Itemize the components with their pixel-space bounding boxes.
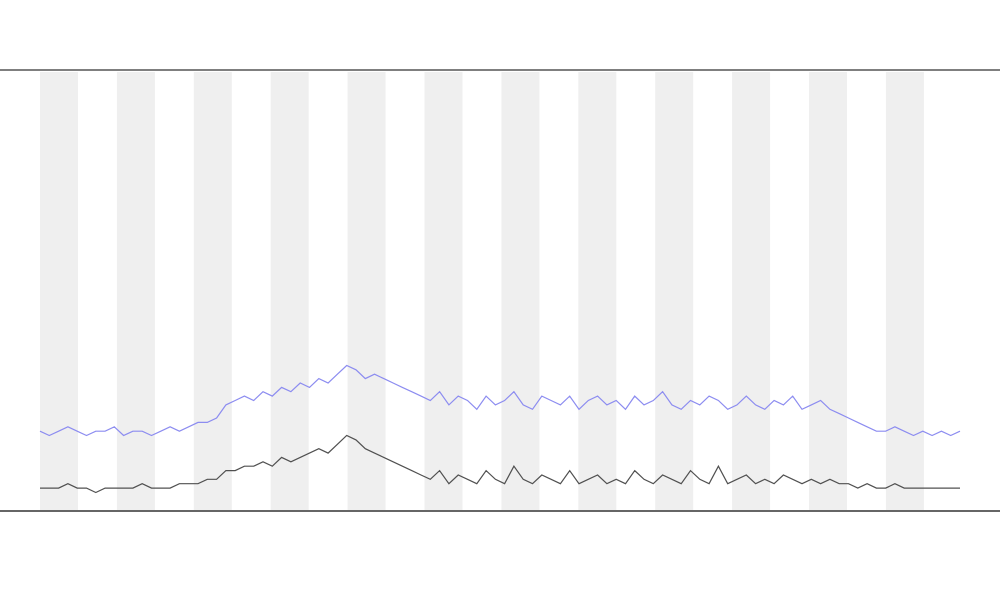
- band: [732, 72, 771, 510]
- band: [809, 72, 847, 510]
- band: [270, 72, 309, 510]
- band: [40, 72, 78, 510]
- band: [885, 72, 924, 510]
- band: [501, 72, 540, 510]
- band: [193, 72, 232, 510]
- band: [424, 72, 463, 510]
- band: [347, 72, 386, 510]
- band: [116, 72, 155, 510]
- band: [578, 72, 617, 510]
- band: [655, 72, 694, 510]
- background-bands: [40, 72, 924, 510]
- series-line: [40, 434, 960, 494]
- series-line: [39, 364, 961, 437]
